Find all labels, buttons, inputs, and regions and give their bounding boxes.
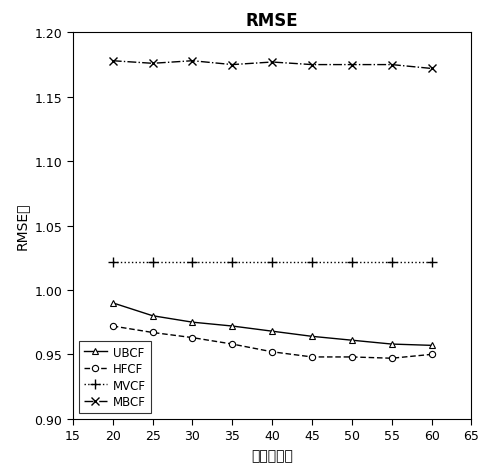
MVCF (110, 259, 116, 265)
MVCF (150, 259, 156, 265)
UBCF (349, 337, 355, 343)
MBCF (229, 62, 235, 68)
Line: HFCF: HFCF (110, 323, 434, 362)
HFCF (309, 354, 315, 360)
MBCF (269, 60, 275, 66)
MVCF (349, 259, 355, 265)
UBCF (429, 343, 434, 348)
UBCF (110, 300, 116, 306)
UBCF (309, 334, 315, 339)
UBCF (190, 320, 195, 326)
MBCF (110, 59, 116, 64)
Legend: UBCF, HFCF, MVCF, MBCF: UBCF, HFCF, MVCF, MBCF (79, 341, 151, 413)
MVCF (269, 259, 275, 265)
MVCF (389, 259, 395, 265)
Line: MBCF: MBCF (108, 58, 436, 73)
HFCF (190, 335, 195, 341)
HFCF (150, 330, 156, 336)
Line: MVCF: MVCF (108, 257, 436, 267)
HFCF (229, 341, 235, 347)
HFCF (429, 352, 434, 357)
UBCF (229, 324, 235, 329)
UBCF (269, 328, 275, 334)
MBCF (150, 61, 156, 67)
Y-axis label: RMSE値: RMSE値 (15, 202, 29, 250)
HFCF (110, 324, 116, 329)
HFCF (349, 354, 355, 360)
MBCF (309, 62, 315, 68)
MVCF (190, 259, 195, 265)
HFCF (269, 349, 275, 355)
MVCF (429, 259, 434, 265)
MVCF (229, 259, 235, 265)
X-axis label: 邻近用户数: 邻近用户数 (251, 448, 293, 462)
MBCF (349, 62, 355, 68)
Title: RMSE: RMSE (246, 12, 298, 30)
UBCF (389, 341, 395, 347)
UBCF (150, 313, 156, 319)
MBCF (190, 59, 195, 64)
Line: UBCF: UBCF (109, 300, 435, 349)
HFCF (389, 356, 395, 361)
MBCF (389, 62, 395, 68)
MVCF (309, 259, 315, 265)
MBCF (429, 67, 434, 72)
